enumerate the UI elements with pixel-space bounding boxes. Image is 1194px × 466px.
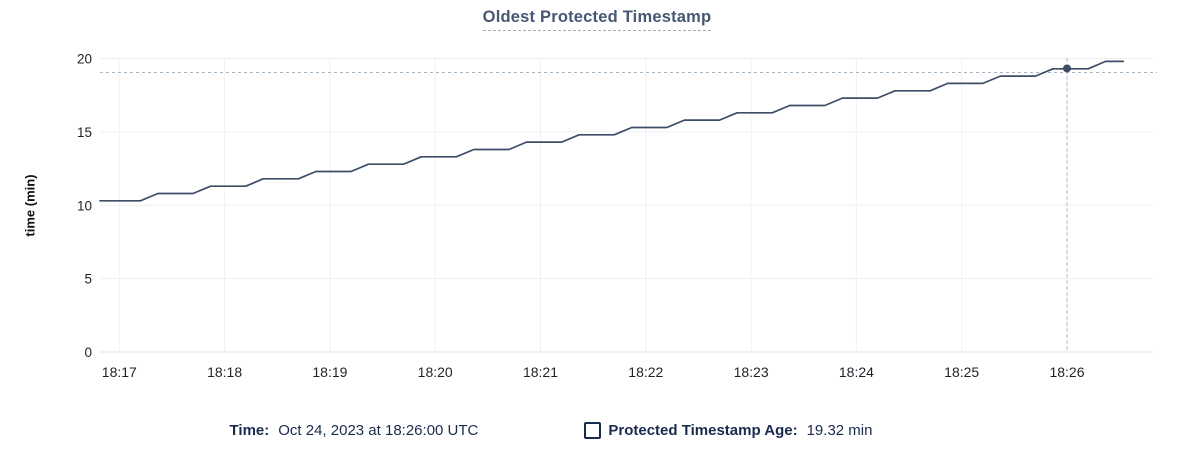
y-tick-label: 0 bbox=[84, 345, 92, 360]
hover-dot bbox=[1063, 64, 1072, 73]
x-tick-label: 18:20 bbox=[418, 364, 453, 380]
x-tick-label: 18:19 bbox=[312, 364, 347, 380]
y-tick-label: 20 bbox=[77, 52, 92, 67]
chart-header: Oldest Protected Timestamp bbox=[0, 8, 1194, 31]
y-grid: 0 5 10 15 20 bbox=[77, 52, 1153, 360]
series-value: 19.32 min bbox=[806, 421, 873, 439]
x-tick-label: 18:21 bbox=[523, 364, 558, 380]
series-label[interactable]: Protected Timestamp Age: bbox=[608, 421, 798, 439]
series-checkbox-icon[interactable] bbox=[584, 421, 602, 439]
x-grid: 18:17 18:18 18:19 18:20 18:21 18:22 18:23 18:24… bbox=[102, 58, 1085, 380]
x-tick-label: 18:25 bbox=[944, 364, 979, 380]
series-line bbox=[99, 60, 1125, 202]
x-tick-label: 18:17 bbox=[102, 364, 137, 380]
x-tick-label: 18:24 bbox=[839, 364, 874, 380]
y-tick-label: 15 bbox=[77, 125, 92, 140]
x-tick-label: 18:26 bbox=[1049, 364, 1084, 380]
y-tick-label: 5 bbox=[84, 272, 92, 287]
x-tick-label: 18:18 bbox=[207, 364, 242, 380]
tooltip-legend: Time: Oct 24, 2023 at 18:26:00 UTC Prote… bbox=[0, 417, 1194, 443]
x-tick-label: 18:23 bbox=[734, 364, 769, 380]
x-tick-label: 18:22 bbox=[628, 364, 663, 380]
time-value: Oct 24, 2023 at 18:26:00 UTC bbox=[278, 421, 479, 439]
chart-title[interactable]: Oldest Protected Timestamp bbox=[482, 8, 712, 31]
time-label: Time: bbox=[229, 421, 270, 439]
y-tick-label: 10 bbox=[77, 198, 92, 213]
